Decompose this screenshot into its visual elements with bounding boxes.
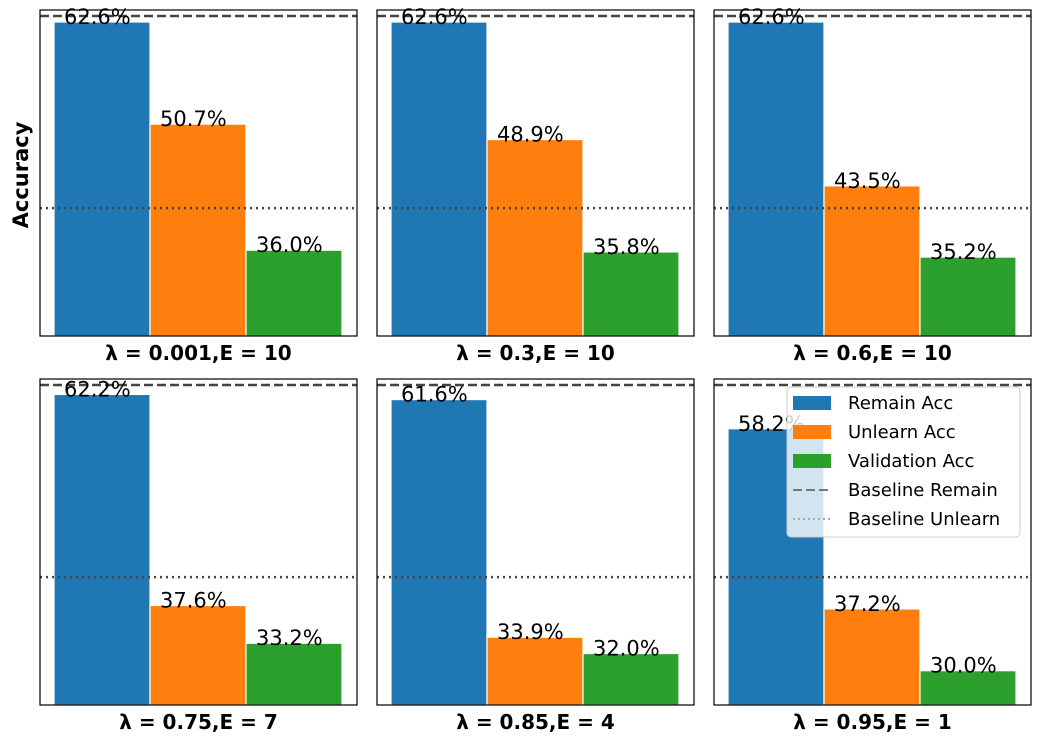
validation-legend-swatch — [793, 454, 831, 468]
unlearn-value-label: 37.6% — [160, 588, 227, 612]
validation-value-label: 35.2% — [930, 240, 997, 264]
remain-value-label: 62.2% — [64, 377, 131, 401]
panel-frame — [713, 9, 1032, 337]
panel-title: λ = 0.6,E = 10 — [793, 341, 952, 365]
panel-title: λ = 0.95,E = 1 — [793, 710, 952, 734]
y-axis-title: Accuracy — [9, 121, 33, 228]
panel-title: λ = 0.3,E = 10 — [456, 341, 615, 365]
validation-value-label: 33.2% — [256, 626, 323, 650]
legend-label: Baseline Unlearn — [848, 509, 1000, 530]
panel-2: 62.6% 48.9% 35.8% λ = 0.3,E = 10 — [376, 5, 695, 365]
unlearn-acc-bar — [823, 185, 921, 337]
panel-title: λ = 0.001,E = 10 — [105, 341, 291, 365]
remain-acc-bar — [390, 21, 488, 337]
legend: Remain Acc Unlearn Acc Validation Acc Basel… — [786, 386, 1021, 538]
validation-value-label: 35.8% — [593, 235, 660, 259]
panel-5: 61.6% 33.9% 32.0% λ = 0.85,E = 4 — [376, 378, 695, 734]
unlearn-legend-swatch — [793, 425, 831, 439]
validation-value-label: 36.0% — [256, 233, 323, 257]
panel-frame — [39, 9, 358, 337]
remain-acc-bar — [53, 393, 151, 706]
panel-frame — [713, 378, 1032, 706]
unlearn-value-label: 37.2% — [834, 592, 901, 616]
remain-acc-bar — [727, 21, 825, 337]
validation-acc-bar — [245, 249, 343, 337]
remain-acc-bar — [53, 21, 151, 337]
remain-value-label: 62.6% — [738, 5, 805, 29]
panels-layer: 62.6% 50.7% 36.0% λ = 0.001,E = 10 62.6% 48.9… — [39, 5, 1032, 734]
validation-acc-bar — [582, 251, 680, 337]
unlearn-value-label: 50.7% — [160, 107, 227, 131]
remain-value-label: 62.6% — [401, 5, 468, 29]
unlearn-acc-bar — [823, 608, 921, 706]
validation-acc-bar — [582, 652, 680, 706]
panel-title: λ = 0.85,E = 4 — [456, 710, 615, 734]
panel-3: 62.6% 43.5% 35.2% λ = 0.6,E = 10 — [713, 5, 1032, 365]
panel-4: 62.2% 37.6% 33.2% λ = 0.75,E = 7 — [39, 377, 358, 734]
panel-6: 58.2%37.2%30.0%λ = 0.95,E = 1 — [713, 378, 1032, 734]
legend-label: Validation Acc — [848, 451, 974, 472]
remain-value-label: 61.6% — [401, 383, 468, 407]
remain-value-label: 62.6% — [64, 5, 131, 29]
unlearn-acc-bar — [149, 123, 247, 337]
unlearn-value-label: 33.9% — [497, 620, 564, 644]
unlearn-acc-bar — [486, 138, 584, 337]
remain-legend-swatch — [793, 396, 831, 410]
validation-value-label: 30.0% — [930, 654, 997, 678]
legend-label: Remain Acc — [848, 393, 953, 414]
legend-label: Baseline Remain — [848, 480, 998, 501]
unlearn-value-label: 48.9% — [497, 123, 564, 147]
panel-frame — [39, 378, 358, 706]
unlearn-acc-bar — [149, 604, 247, 706]
validation-value-label: 32.0% — [593, 637, 660, 661]
unlearn-value-label: 43.5% — [834, 169, 901, 193]
validation-acc-bar — [919, 256, 1017, 337]
unlearn-acc-bar — [486, 636, 584, 706]
panel-frame — [376, 378, 695, 706]
panel-title: λ = 0.75,E = 7 — [119, 710, 278, 734]
remain-acc-bar — [390, 398, 488, 706]
panel-1: 62.6% 50.7% 36.0% λ = 0.001,E = 10 — [39, 5, 358, 365]
validation-acc-bar — [245, 642, 343, 706]
panel-frame — [376, 9, 695, 337]
legend-label: Unlearn Acc — [848, 422, 956, 443]
legend-frame — [786, 386, 1021, 538]
